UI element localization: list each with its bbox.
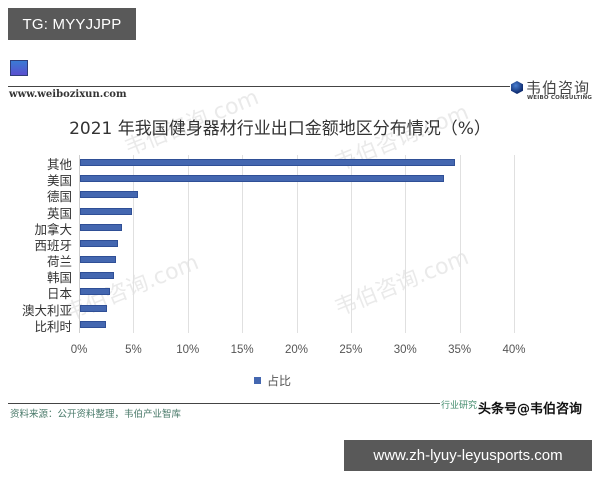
- chart-title: 2021 年我国健身器材行业出口金额地区分布情况（%）: [69, 119, 491, 139]
- gridline: [350, 155, 352, 333]
- legend-label: 占比: [267, 374, 292, 388]
- x-tick-label: 15%: [230, 344, 254, 356]
- bar-row: 英国: [47, 204, 529, 221]
- category-label: 荷兰: [46, 254, 72, 270]
- category-label: 德国: [46, 189, 72, 205]
- bar-row: 比利时: [34, 317, 529, 334]
- x-tick-label: 30%: [393, 344, 417, 356]
- bar-row: 加拿大: [34, 220, 529, 237]
- header-logo-square-icon: [10, 60, 28, 76]
- bar: [80, 175, 445, 183]
- category-label: 其他: [46, 157, 72, 172]
- gridline: [405, 155, 407, 333]
- x-tick-label: 5%: [125, 344, 142, 356]
- bar-row: 西班牙: [34, 236, 529, 253]
- bar-chart-plot-area: 其他 美国 德国 英国 加拿大 西班牙 荷兰 韩国 日本 澳大利亚 比利时: [22, 155, 529, 334]
- x-tick-label: 25%: [339, 344, 363, 356]
- category-label: 韩国: [46, 270, 72, 286]
- legend-swatch-icon: [254, 377, 261, 384]
- y-axis-line: [79, 155, 80, 333]
- footer-divider: [8, 403, 440, 404]
- x-tick-label: 0%: [70, 344, 88, 356]
- x-tick-label: 10%: [176, 344, 200, 356]
- bar-row: 美国: [47, 171, 529, 188]
- header-divider: [8, 86, 510, 87]
- footer-tag: 行业研究: [441, 401, 478, 411]
- bar-row: 其他: [47, 155, 529, 172]
- bar: [80, 256, 116, 264]
- toutiao-watermark: 头条号@韦伯咨询: [478, 402, 583, 417]
- category-label: 澳大利亚: [21, 302, 72, 318]
- bar-row: 德国: [47, 187, 529, 204]
- chart-legend: 占比: [254, 372, 291, 389]
- bar: [80, 288, 111, 296]
- category-label: 西班牙: [34, 237, 72, 253]
- logo-english-name: WEIBO CONSULTING: [527, 95, 593, 101]
- bar: [80, 191, 138, 199]
- bar-row: 韩国: [47, 268, 529, 285]
- category-label: 日本: [46, 286, 72, 302]
- x-tick-label: 20%: [284, 344, 309, 356]
- bar: [80, 320, 107, 328]
- gridline: [187, 155, 189, 333]
- bar-row: 荷兰: [47, 252, 529, 269]
- category-label: 美国: [46, 173, 72, 189]
- category-label: 比利时: [34, 318, 72, 334]
- bottom-overlay-banner: www.zh-lyuy-leyusports.com: [344, 440, 592, 471]
- bar-row: 澳大利亚: [22, 301, 529, 318]
- bar: [80, 272, 114, 280]
- bar: [80, 239, 119, 247]
- gridline: [296, 155, 298, 333]
- bar: [80, 159, 456, 166]
- gridline: [242, 155, 244, 333]
- bar: [80, 207, 133, 215]
- bar: [80, 304, 108, 312]
- x-tick-label: 35%: [448, 344, 472, 356]
- gem-icon: [511, 81, 523, 94]
- site-url: www.weibozixun.com: [9, 89, 127, 100]
- bar-row: 日本: [47, 284, 529, 301]
- gridline: [133, 155, 135, 333]
- gridline: [514, 155, 515, 333]
- bar: [80, 223, 123, 231]
- gridline: [459, 155, 461, 333]
- top-overlay-banner: TG: MYYJJPP: [8, 8, 136, 40]
- x-tick-label: 40%: [502, 344, 526, 356]
- category-label: 英国: [46, 205, 72, 221]
- weibo-consulting-logo: 韦伯咨询 WEIBO CONSULTING: [511, 77, 597, 103]
- category-label: 加拿大: [34, 221, 72, 237]
- data-source-note: 资料来源：公开资料整理，韦伯产业智库: [10, 409, 182, 420]
- logo-chinese-name: 韦伯咨询: [526, 79, 591, 97]
